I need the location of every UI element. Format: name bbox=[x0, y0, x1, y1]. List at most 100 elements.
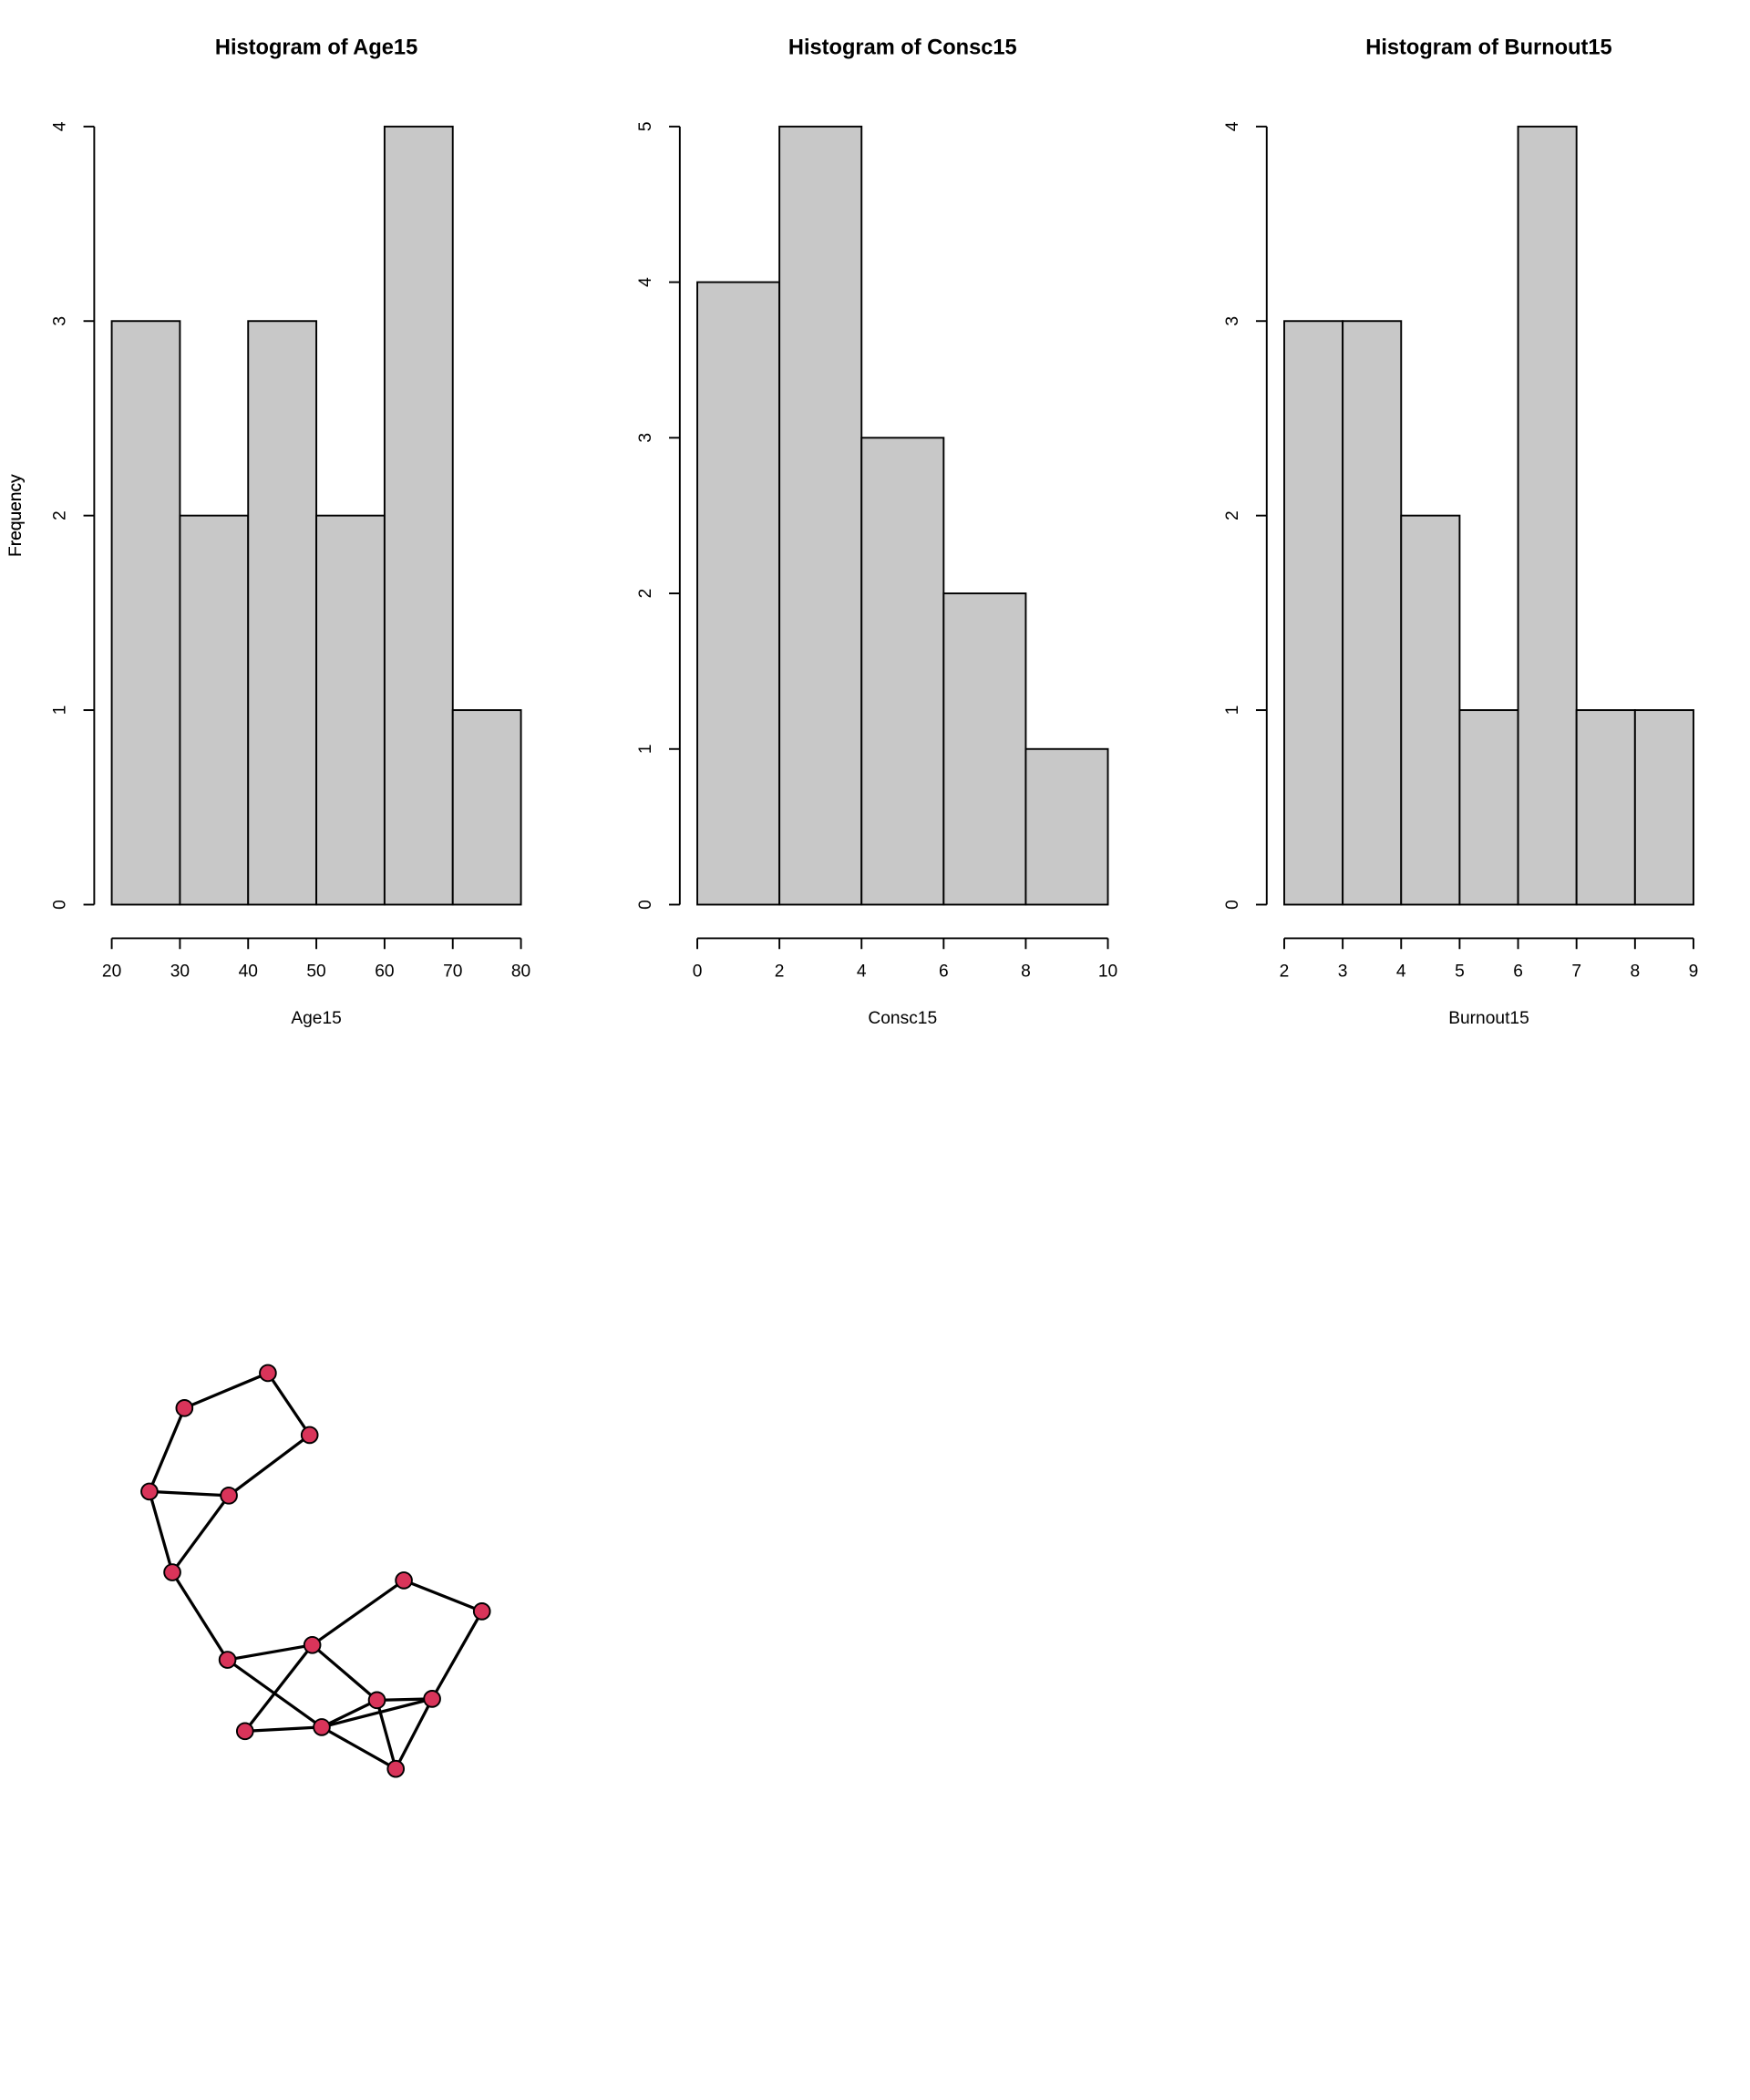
x-tick-label: 7 bbox=[1571, 962, 1581, 981]
y-axis-label: Frequency bbox=[6, 474, 26, 557]
bar bbox=[247, 320, 318, 906]
x-tick-label: 5 bbox=[1455, 962, 1465, 981]
x-tick-label: 20 bbox=[102, 962, 121, 981]
histogram-panel: Histogram of Age15 Age15 Frequency 0 1 2 3 4 20 3… bbox=[6, 36, 530, 1028]
chart-title: Histogram of Age15 bbox=[215, 36, 417, 59]
edge bbox=[403, 1579, 483, 1613]
histogram-panel: Histogram of Consc15 Consc15 Frequency 0 1 2 3… bbox=[6, 36, 1117, 1028]
x-tick-label: 10 bbox=[1098, 962, 1117, 981]
x-tick-label: 6 bbox=[939, 962, 949, 981]
bar bbox=[1575, 709, 1636, 906]
bar bbox=[778, 125, 863, 906]
x-tick-label: 9 bbox=[1689, 962, 1699, 981]
x-axis-label: Burnout15 bbox=[1448, 1009, 1529, 1028]
y-tick-label: 3 bbox=[51, 316, 70, 326]
bar bbox=[1342, 320, 1403, 906]
node bbox=[386, 1759, 406, 1778]
node bbox=[313, 1718, 331, 1736]
x-tick-label: 30 bbox=[170, 962, 190, 981]
network bbox=[140, 1364, 491, 1778]
x-tick-label: 80 bbox=[511, 962, 530, 981]
edge bbox=[170, 1571, 229, 1661]
y-axis-label: Frequency bbox=[6, 474, 26, 557]
edge bbox=[321, 1725, 397, 1771]
edge bbox=[376, 1697, 433, 1702]
chart-title: Histogram of Burnout15 bbox=[1365, 36, 1611, 59]
x-tick-label: 3 bbox=[1338, 962, 1348, 981]
y-tick-label: 5 bbox=[636, 121, 655, 131]
y-tick-label: 1 bbox=[1223, 705, 1242, 715]
bar bbox=[1400, 514, 1461, 906]
x-tick-label: 2 bbox=[775, 962, 785, 981]
x-axis-label: Age15 bbox=[291, 1009, 341, 1028]
x-tick-label: 50 bbox=[306, 962, 325, 981]
bar bbox=[110, 320, 181, 906]
x-tick-label: 6 bbox=[1513, 962, 1523, 981]
bar bbox=[1024, 747, 1109, 906]
x-tick-label: 40 bbox=[239, 962, 258, 981]
node bbox=[220, 1487, 238, 1505]
y-axis-label: Frequency bbox=[6, 474, 26, 557]
edge bbox=[228, 1434, 311, 1498]
x-axis-label: Consc15 bbox=[868, 1009, 937, 1028]
x-tick-label: 8 bbox=[1630, 962, 1640, 981]
edge bbox=[430, 1611, 484, 1700]
y-tick-label: 0 bbox=[636, 900, 655, 910]
bar bbox=[696, 281, 781, 906]
histogram-panel: Histogram of Burnout15 Burnout15 Frequency… bbox=[6, 36, 1699, 1028]
x-tick-label: 4 bbox=[857, 962, 867, 981]
node bbox=[140, 1482, 159, 1501]
y-tick-label: 4 bbox=[1223, 121, 1242, 131]
chart-title: Histogram of Consc15 bbox=[788, 36, 1017, 59]
node bbox=[163, 1563, 181, 1581]
y-tick-label: 4 bbox=[51, 121, 70, 131]
y-tick-label: 1 bbox=[51, 705, 70, 715]
x-tick-label: 70 bbox=[443, 962, 462, 981]
y-tick-label: 1 bbox=[636, 744, 655, 754]
edge bbox=[375, 1699, 397, 1770]
node bbox=[303, 1635, 322, 1654]
x-tick-label: 4 bbox=[1396, 962, 1406, 981]
y-tick-label: 2 bbox=[1223, 510, 1242, 520]
edge bbox=[321, 1698, 378, 1729]
node bbox=[175, 1399, 194, 1417]
edge bbox=[148, 1407, 186, 1493]
bar bbox=[1283, 320, 1344, 906]
bar bbox=[942, 592, 1027, 906]
bar bbox=[860, 437, 945, 906]
edge bbox=[170, 1494, 231, 1574]
node bbox=[259, 1364, 277, 1383]
node bbox=[395, 1571, 413, 1590]
node bbox=[218, 1651, 237, 1669]
x-tick-label: 8 bbox=[1021, 962, 1031, 981]
bar bbox=[1517, 125, 1578, 906]
bar bbox=[451, 709, 522, 906]
node bbox=[235, 1722, 254, 1741]
bar bbox=[315, 514, 386, 906]
edge bbox=[266, 1372, 312, 1436]
x-tick-label: 60 bbox=[375, 962, 394, 981]
edge bbox=[321, 1697, 433, 1729]
y-tick-label: 3 bbox=[1223, 316, 1242, 326]
y-tick-label: 4 bbox=[636, 277, 655, 287]
y-tick-label: 2 bbox=[51, 510, 70, 520]
y-tick-label: 3 bbox=[636, 433, 655, 443]
node bbox=[367, 1691, 386, 1710]
edge bbox=[311, 1579, 406, 1647]
y-tick-label: 2 bbox=[636, 589, 655, 599]
x-tick-label: 0 bbox=[693, 962, 703, 981]
edge bbox=[148, 1490, 174, 1573]
edge bbox=[149, 1489, 230, 1498]
node bbox=[472, 1602, 491, 1621]
edge bbox=[227, 1643, 313, 1662]
x-tick-label: 2 bbox=[1280, 962, 1290, 981]
edge bbox=[244, 1725, 323, 1733]
edge bbox=[243, 1643, 314, 1733]
node bbox=[300, 1426, 319, 1445]
bar bbox=[179, 514, 250, 906]
bar bbox=[1633, 709, 1694, 906]
bar bbox=[1458, 709, 1519, 906]
y-tick-label: 0 bbox=[51, 900, 70, 910]
edge bbox=[183, 1371, 269, 1410]
